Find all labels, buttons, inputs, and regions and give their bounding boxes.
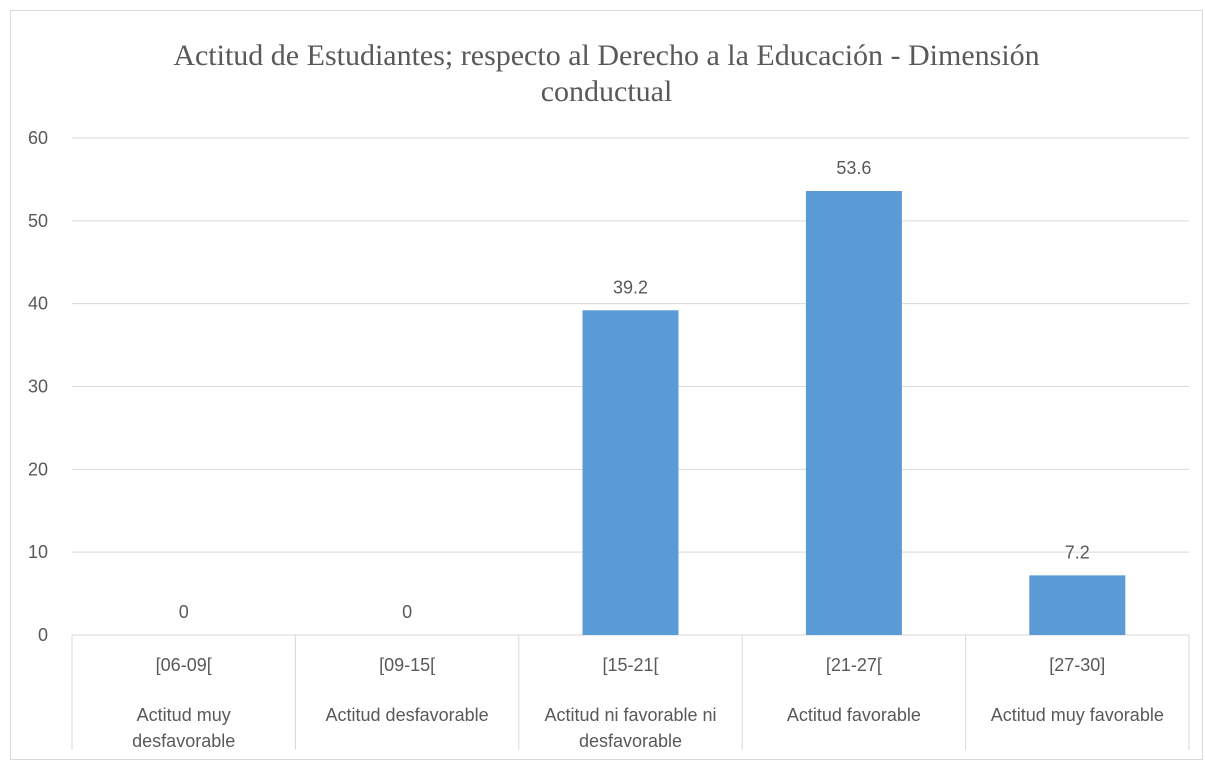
y-tick-label-40: 40	[28, 294, 48, 314]
y-tick-label-20: 20	[28, 459, 48, 479]
y-tick-label-0: 0	[38, 625, 48, 645]
category-label-1-line-2: desfavorable	[132, 731, 235, 751]
chart-frame	[10, 10, 1203, 760]
y-tick-label-10: 10	[28, 542, 48, 562]
category-label-3-line-2: desfavorable	[579, 731, 682, 751]
category-label-5-line-1: Actitud muy favorable	[991, 705, 1164, 725]
bar-4	[805, 191, 902, 635]
category-label-2-line-1: Actitud desfavorable	[326, 705, 489, 725]
bar-3	[582, 310, 679, 635]
category-range-2: [09-15[	[379, 655, 435, 675]
chart-title-line-1: Actitud de Estudiantes; respecto al Dere…	[173, 39, 1040, 72]
category-label-3-line-1: Actitud ni favorable ni	[544, 705, 716, 725]
bar-5	[1029, 575, 1126, 635]
category-label-1-line-1: Actitud muy	[137, 705, 231, 725]
data-label-2: 0	[402, 602, 412, 622]
data-label-3: 39.2	[613, 277, 648, 297]
y-tick-label-60: 60	[28, 128, 48, 148]
data-label-4: 53.6	[836, 158, 871, 178]
category-range-4: [21-27[	[826, 655, 882, 675]
data-label-5: 7.2	[1065, 542, 1090, 562]
y-tick-label-30: 30	[28, 377, 48, 397]
data-label-1: 0	[179, 602, 189, 622]
category-label-4-line-1: Actitud favorable	[787, 705, 921, 725]
chart-title: Actitud de Estudiantes; respecto al Dere…	[10, 38, 1203, 110]
category-range-5: [27-30]	[1049, 655, 1105, 675]
category-range-1: [06-09[	[156, 655, 212, 675]
y-tick-label-50: 50	[28, 211, 48, 231]
category-range-3: [15-21[	[602, 655, 658, 675]
chart-title-line-2: conductual	[540, 75, 673, 108]
